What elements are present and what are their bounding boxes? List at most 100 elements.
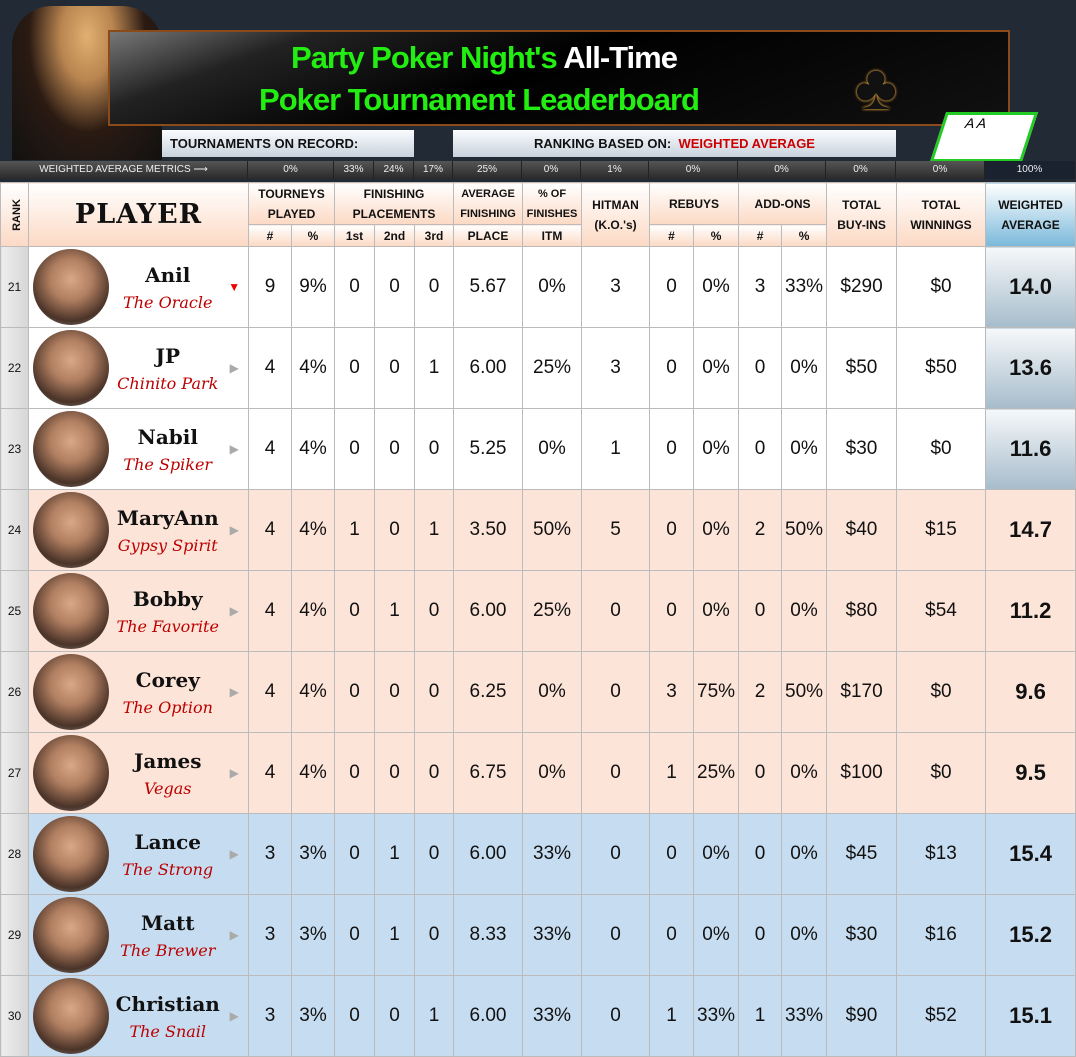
table-row: 24 MaryAnn Gypsy Spirit ▶ 4 4% 1 0 1 3.50 50% 5 0 0…: [0, 489, 1076, 571]
weighted-cell: 15.2: [985, 894, 1076, 976]
itm-cell: 25%: [522, 327, 583, 409]
col-placements: FINISHING PLACEMENTS: [333, 182, 455, 225]
col-addons: ADD-ONS: [738, 182, 828, 225]
col-2nd: 2nd: [374, 224, 415, 247]
second-cell: 1: [374, 894, 415, 976]
first-cell: 0: [334, 894, 375, 976]
itm-cell: 0%: [522, 651, 583, 733]
addons-cell: 0: [738, 570, 783, 652]
addons-pct-cell: 50%: [781, 489, 828, 571]
avg-cell: 5.25: [453, 408, 524, 490]
itm-cell: 0%: [522, 408, 583, 490]
player-name: JP: [155, 343, 180, 368]
table-row: 23 Nabil The Spiker ▶ 4 4% 0 0 0 5.25 0% 1 0 0% 0 0% $…: [0, 408, 1076, 490]
itm-cell: 33%: [522, 813, 583, 895]
third-cell: 0: [413, 246, 455, 328]
col-1st: 1st: [334, 224, 375, 247]
player-name: James: [133, 748, 202, 773]
rebuys-cell: 1: [649, 732, 695, 814]
col-winnings: TOTAL WINNINGS: [896, 182, 987, 247]
rank-cell: 26: [0, 651, 29, 733]
player-nickname: The Favorite: [116, 616, 219, 636]
playing-cards-icon: A A: [929, 112, 1039, 162]
metric-rebuys: 0%: [649, 161, 738, 179]
trend-flat-icon: ▶: [220, 408, 249, 490]
avg-cell: 6.25: [453, 651, 524, 733]
player-nickname: Vegas: [143, 778, 192, 798]
col-itm: % OF FINISHES: [522, 182, 583, 225]
rebuys-pct-cell: 0%: [693, 570, 740, 652]
rebuys-cell: 0: [649, 246, 695, 328]
rank-cell: 30: [0, 975, 29, 1057]
player-name: MaryAnn: [116, 505, 219, 530]
winnings-cell: $0: [896, 246, 987, 328]
trend-flat-icon: ▶: [220, 651, 249, 733]
player-name: Bobby: [132, 586, 203, 611]
player-cell: JP Chinito Park: [28, 327, 221, 409]
addons-cell: 2: [738, 489, 783, 571]
col-3rd: 3rd: [413, 224, 455, 247]
third-cell: 0: [413, 408, 455, 490]
player-nickname: The Snail: [129, 1021, 207, 1041]
played-pct-cell: 4%: [291, 732, 335, 814]
avatar: [33, 492, 109, 568]
metric-itm: 0%: [522, 161, 581, 179]
player-name: Matt: [140, 910, 195, 935]
rebuys-cell: 1: [649, 975, 695, 1057]
table-row: 30 Christian The Snail ▶ 3 3% 0 0 1 6.00 33% 0 1 33…: [0, 975, 1076, 1057]
addons-pct-cell: 0%: [781, 813, 828, 895]
played-pct-cell: 3%: [291, 894, 335, 976]
first-cell: 0: [334, 246, 375, 328]
itm-cell: 50%: [522, 489, 583, 571]
hitman-cell: 0: [581, 732, 651, 814]
first-cell: 0: [334, 975, 375, 1057]
winnings-cell: $15: [896, 489, 987, 571]
rebuys-pct-cell: 0%: [693, 813, 740, 895]
played-pct-cell: 3%: [291, 975, 335, 1057]
tournaments-on-record: TOURNAMENTS ON RECORD:: [162, 130, 414, 157]
player-cell: Lance The Strong: [28, 813, 221, 895]
played-cell: 3: [248, 813, 292, 895]
trend-flat-icon: ▶: [220, 813, 249, 895]
rebuys-cell: 0: [649, 894, 695, 976]
addons-pct-cell: 50%: [781, 651, 828, 733]
table-row: 21 Anil The Oracle ▼ 9 9% 0 0 0 5.67 0% 3 0 0% 3 33% $…: [0, 246, 1076, 328]
leaderboard-table: RANK PLAYER TOURNEYS PLAYED FINISHING PL…: [0, 182, 1076, 1057]
rank-cell: 24: [0, 489, 29, 571]
played-cell: 4: [248, 489, 292, 571]
addons-cell: 0: [738, 408, 783, 490]
played-cell: 3: [248, 975, 292, 1057]
first-cell: 0: [334, 570, 375, 652]
player-cell: Nabil The Spiker: [28, 408, 221, 490]
avatar: [33, 249, 109, 325]
hitman-cell: 0: [581, 570, 651, 652]
player-nickname: Gypsy Spirit: [117, 535, 218, 555]
winnings-cell: $0: [896, 732, 987, 814]
first-cell: 1: [334, 489, 375, 571]
played-pct-cell: 3%: [291, 813, 335, 895]
title-green: Party Poker Night's: [291, 40, 558, 75]
col-avg: AVERAGE FINISHING: [453, 182, 524, 225]
title-white: All-Time: [563, 40, 678, 75]
addons-cell: 2: [738, 651, 783, 733]
rebuys-pct-cell: 0%: [693, 408, 740, 490]
addons-cell: 0: [738, 732, 783, 814]
second-cell: 0: [374, 408, 415, 490]
rebuys-pct-cell: 25%: [693, 732, 740, 814]
player-cell: Anil The Oracle: [28, 246, 221, 328]
weighted-cell: 15.4: [985, 813, 1076, 895]
player-name: Christian: [115, 991, 220, 1016]
trend-flat-icon: ▶: [220, 975, 249, 1057]
ranking-based-on: RANKING BASED ON: WEIGHTED AVERAGE: [453, 130, 896, 157]
weighted-cell: 15.1: [985, 975, 1076, 1057]
player-nickname: Chinito Park: [117, 373, 219, 393]
rebuys-pct-cell: 0%: [693, 489, 740, 571]
winnings-cell: $0: [896, 651, 987, 733]
third-cell: 0: [413, 894, 455, 976]
second-cell: 0: [374, 732, 415, 814]
player-name: Corey: [135, 667, 200, 692]
avatar: [33, 330, 109, 406]
itm-cell: 0%: [522, 732, 583, 814]
played-cell: 4: [248, 732, 292, 814]
second-cell: 1: [374, 813, 415, 895]
